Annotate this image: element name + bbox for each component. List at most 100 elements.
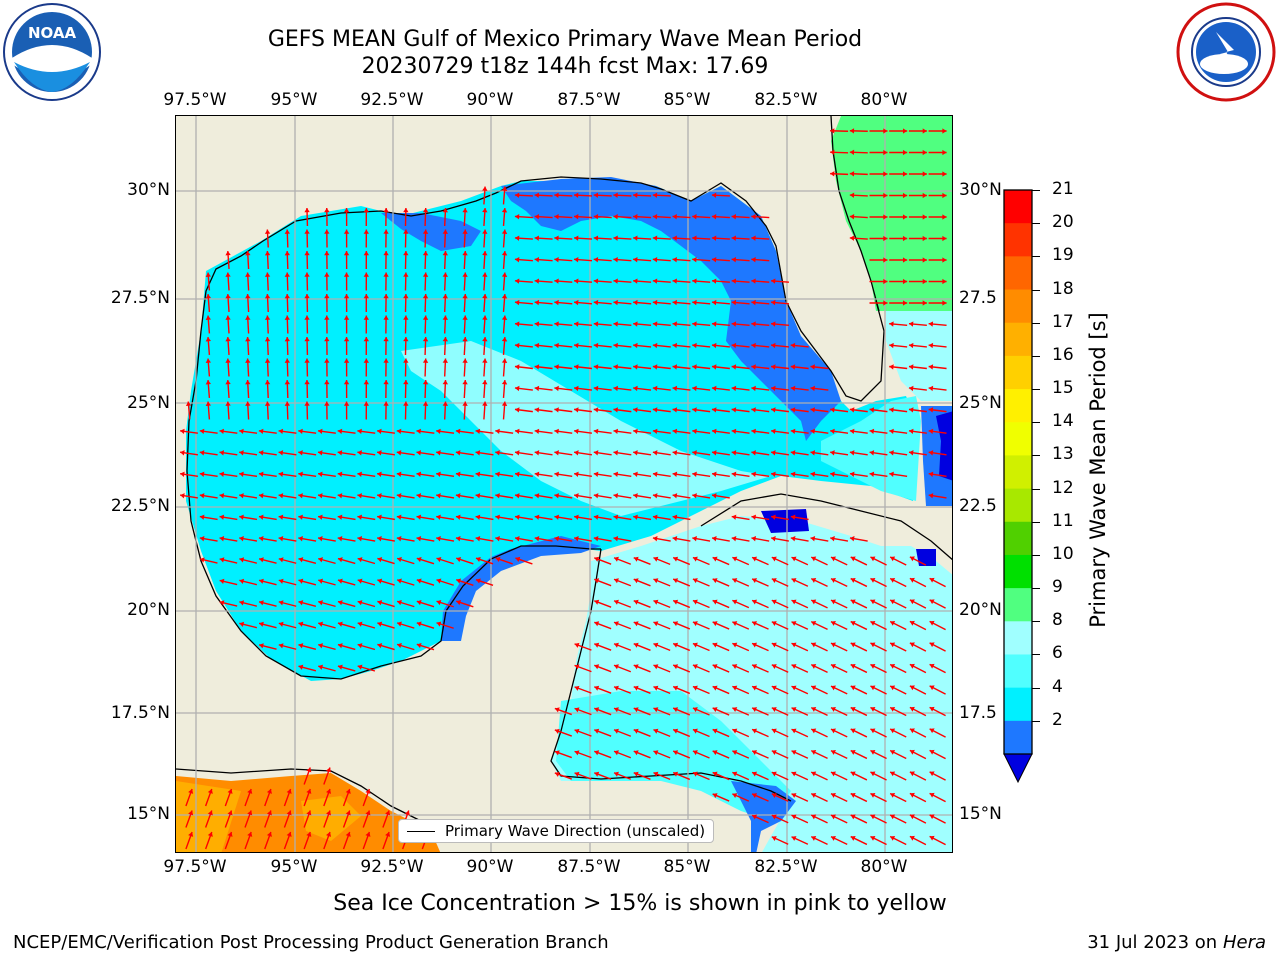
wave-arrow-head xyxy=(673,556,679,562)
wave-arrow-head xyxy=(652,536,658,542)
wave-arrow-head xyxy=(593,407,599,413)
wave-arrow-head xyxy=(534,256,540,263)
wave-arrow-head xyxy=(298,428,303,435)
wave-arrow-head xyxy=(326,832,332,837)
wave-arrow-head xyxy=(890,620,896,626)
wave-arrow-head xyxy=(633,493,638,499)
wave-arrow-head xyxy=(298,536,303,542)
wave-arrow-head xyxy=(462,315,468,320)
wave-arrow-head xyxy=(613,321,618,327)
wave-arrow-head xyxy=(514,450,520,456)
wave-arrow-head xyxy=(909,620,915,626)
wave-arrow-head xyxy=(574,685,580,691)
wave-arrow-head xyxy=(613,471,619,477)
wave-arrow-head xyxy=(205,380,211,385)
wave-arrow-head xyxy=(337,450,343,456)
wave-arrow-head xyxy=(883,149,888,156)
lat-label-left: 15°N xyxy=(127,804,170,824)
wave-arrow-head xyxy=(357,493,362,499)
wave-arrow-head xyxy=(593,493,599,499)
wave-arrow-head xyxy=(298,621,304,627)
shelf-blue xyxy=(501,177,841,441)
lat-label-right: 15°N xyxy=(959,804,1002,824)
wave-arrow-head xyxy=(850,814,856,820)
wave-arrow-head xyxy=(633,642,639,648)
wave-arrow-head xyxy=(456,556,462,563)
wave-arrow-head xyxy=(928,428,934,435)
wave-arrow-head xyxy=(771,836,777,841)
wave-arrow-head xyxy=(475,536,481,542)
wave-arrow-head xyxy=(633,450,638,456)
wave-arrow-head xyxy=(377,578,383,584)
wave-arrow-head xyxy=(909,771,915,777)
wave-arrow-head xyxy=(422,380,429,385)
wave-arrow-head xyxy=(890,642,896,648)
wave-arrow-head xyxy=(324,229,330,234)
wave-arrow-head xyxy=(574,299,579,306)
colorbar-tick-label: 11 xyxy=(1052,510,1074,531)
wave-arrow-head xyxy=(377,493,382,499)
wave-arrow-head xyxy=(731,428,737,435)
wave-arrow-head xyxy=(574,214,579,220)
colorbar-border xyxy=(1003,189,1033,755)
wave-arrow-head xyxy=(482,294,488,299)
wave-arrow-head xyxy=(574,385,579,392)
wave-arrow-head xyxy=(731,214,736,220)
colorbar-segment xyxy=(1004,588,1032,622)
wave-arrow-head xyxy=(343,337,350,342)
wave-arrow-head xyxy=(902,235,908,242)
wave-arrow-head xyxy=(462,380,468,385)
wave-arrow-head xyxy=(672,342,678,349)
coastlines xyxy=(176,116,952,827)
wave-arrow-head xyxy=(286,810,292,816)
wave-arrow-head xyxy=(791,685,797,691)
bahamas-darkest xyxy=(936,411,952,481)
wave-arrow-head xyxy=(653,642,659,648)
wave-arrow-head xyxy=(652,364,658,370)
wave-arrow-head xyxy=(870,835,876,841)
wave-arrow-head xyxy=(652,342,658,349)
colorbar-segment xyxy=(1004,322,1032,357)
wave-arrow-head xyxy=(574,707,580,713)
wave-arrow-head xyxy=(791,642,797,648)
wave-arrow-head xyxy=(225,337,231,342)
wave-arrow-head xyxy=(752,578,758,584)
colorbar-tick-mark xyxy=(1032,554,1040,556)
wave-arrow-head xyxy=(286,789,292,794)
wave-arrow-head xyxy=(284,272,291,277)
wave-arrow-head xyxy=(554,750,560,756)
wave-arrow-head xyxy=(306,767,312,773)
wave-arrow-head xyxy=(377,600,383,606)
wave-arrow-head xyxy=(199,557,205,563)
wave-arrow-head xyxy=(732,707,738,713)
wave-arrow-head xyxy=(245,337,251,342)
wave-arrow-head xyxy=(363,208,370,213)
wave-arrow-head xyxy=(712,556,718,562)
colorbar-segment xyxy=(1004,256,1032,291)
wave-arrow-head xyxy=(337,428,343,435)
wave-arrow-head xyxy=(810,450,816,456)
wave-arrow-head xyxy=(922,192,927,199)
wave-arrow-head xyxy=(403,294,409,299)
wave-arrow-head xyxy=(929,728,935,734)
wave-arrow-head xyxy=(633,750,639,756)
wave-arrow-head xyxy=(534,299,540,306)
wave-arrow-head xyxy=(593,342,599,349)
wave-arrow-head xyxy=(830,578,836,583)
wave-arrow-head xyxy=(264,401,271,406)
wave-arrow-head xyxy=(613,192,618,198)
wave-arrow-head xyxy=(534,235,540,241)
wave-arrow-head xyxy=(264,272,271,277)
wave-arrow-head xyxy=(711,192,717,198)
wave-arrow-head xyxy=(850,577,856,583)
wave-arrow-head xyxy=(850,599,856,605)
wave-arrow-head xyxy=(613,278,618,284)
wave-arrow-head xyxy=(850,792,856,798)
wave-arrow-head xyxy=(363,358,370,363)
colorbar-segment xyxy=(1004,687,1032,722)
wave-arrow-head xyxy=(771,707,777,712)
colorbar-tick-mark xyxy=(1032,190,1040,191)
wave-arrow-head xyxy=(245,272,251,277)
wave-arrow-head xyxy=(475,450,481,456)
wave-arrow-head xyxy=(205,315,211,320)
